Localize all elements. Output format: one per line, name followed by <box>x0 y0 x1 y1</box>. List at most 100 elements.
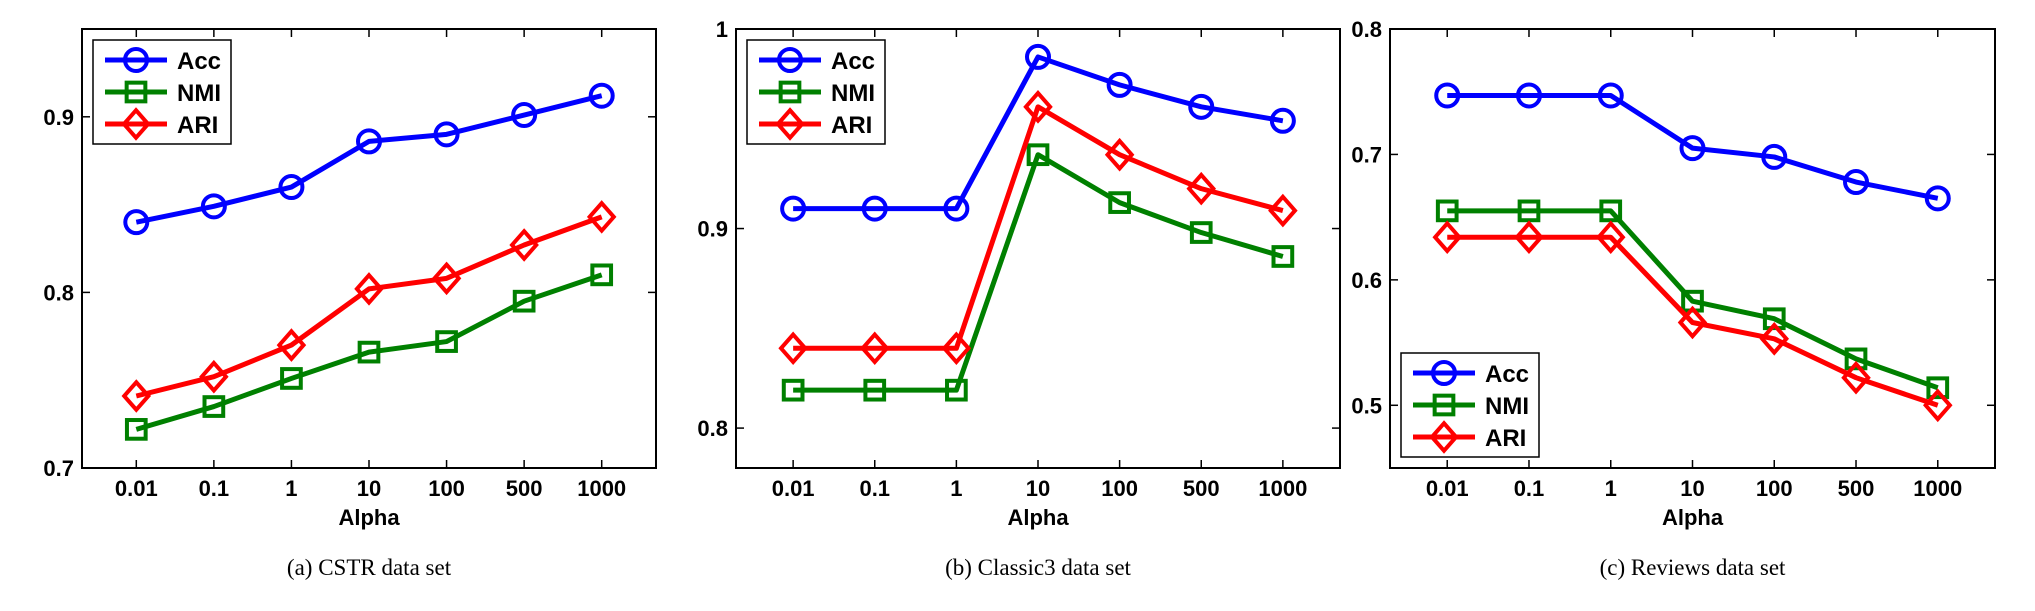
circle-marker <box>777 47 803 73</box>
series-line <box>135 272 603 432</box>
circle-marker <box>200 193 227 220</box>
legend-label: NMI <box>177 80 221 107</box>
series-acc <box>123 82 615 236</box>
chart-panel-3: 0.01 0.1 1 10 100 500 1000 0.5 0.6 0.7 0.8 Alpha (c)… <box>1351 17 1996 580</box>
caption: (c) Reviews data set <box>1600 555 1786 580</box>
legend: Acc NMI ARI <box>746 39 886 145</box>
square-marker <box>590 263 614 287</box>
y-tick-label: 0.7 <box>1351 142 1382 167</box>
chart-panel-2: 0.01 0.1 1 10 100 500 1000 0.8 0.9 1 Alpha (b) Clas… <box>697 17 1341 580</box>
x-tick-label: 0.01 <box>1426 476 1469 501</box>
x-tick-label: 1 <box>950 476 962 501</box>
series-line <box>1447 234 1939 408</box>
square-marker <box>1599 199 1623 223</box>
diamond-marker <box>1186 171 1217 206</box>
series-line <box>135 214 603 399</box>
x-axis-label: Alpha <box>338 505 400 530</box>
legend-label: Acc <box>831 48 875 75</box>
square-marker <box>1271 245 1295 268</box>
x-tick-label: 100 <box>1756 476 1793 501</box>
diamond-marker <box>121 379 152 413</box>
y-tick-label: 0.8 <box>1351 17 1382 42</box>
circle-marker <box>861 195 888 222</box>
x-tick-label: 500 <box>506 476 543 501</box>
diamond-marker <box>1432 220 1462 254</box>
diamond-marker <box>775 107 805 141</box>
circle-marker <box>356 128 382 155</box>
diamond-marker <box>1268 193 1298 228</box>
circle-marker <box>123 209 150 236</box>
circle-marker <box>1188 93 1215 120</box>
x-tick-label: 1000 <box>1913 476 1962 501</box>
circle-marker <box>1761 143 1788 170</box>
square-marker <box>1844 347 1868 371</box>
y-tick-label: 0.6 <box>1351 268 1382 293</box>
diamond-marker <box>1023 90 1053 124</box>
circle-marker <box>1924 185 1951 212</box>
series-acc <box>780 43 1296 222</box>
chart-panel-1: 0.01 0.1 1 10 100 500 1000 0.7 0.8 0.9 Alpha (a) CS… <box>43 28 657 580</box>
x-tick-label: 1000 <box>577 476 626 501</box>
x-tick-label: 0.1 <box>199 476 230 501</box>
circle-marker <box>1434 82 1461 109</box>
x-tick-label: 500 <box>1183 476 1220 501</box>
legend-label: NMI <box>1485 393 1529 420</box>
square-marker <box>1435 199 1459 223</box>
circle-marker <box>943 195 970 222</box>
diamond-marker <box>1759 322 1790 356</box>
x-tick-label: 10 <box>357 476 381 501</box>
square-marker <box>1432 393 1456 417</box>
y-tick-label: 0.5 <box>1351 393 1382 418</box>
x-tick-label: 1 <box>1605 476 1617 501</box>
legend-label: NMI <box>831 80 875 107</box>
diamond-marker <box>1595 220 1626 254</box>
diamond-marker <box>1514 220 1544 254</box>
square-marker <box>280 367 303 390</box>
legend: Acc NMI ARI <box>1400 352 1540 458</box>
caption: (b) Classic3 data set <box>945 555 1131 580</box>
square-marker <box>357 340 381 364</box>
x-tick-label: 1 <box>285 476 297 501</box>
series-acc <box>1434 82 1951 212</box>
diamond-marker <box>1677 305 1708 340</box>
diamond-marker <box>1841 360 1871 395</box>
diamond-marker <box>1104 137 1135 172</box>
circle-marker <box>1431 360 1457 386</box>
square-marker <box>1926 376 1950 400</box>
x-tick-label: 100 <box>1101 476 1138 501</box>
circle-marker <box>588 82 615 109</box>
y-tick-label: 0.7 <box>43 456 74 481</box>
square-marker <box>435 330 458 353</box>
circle-marker <box>1679 135 1706 162</box>
series-line <box>793 104 1284 351</box>
circle-marker <box>1597 82 1624 109</box>
square-marker <box>1026 143 1050 167</box>
circle-marker <box>433 121 460 148</box>
legend-label: ARI <box>831 112 872 139</box>
diamond-marker <box>941 331 972 366</box>
x-tick-label: 1000 <box>1258 476 1307 501</box>
legend-label: ARI <box>1485 425 1526 452</box>
diamond-marker <box>121 107 151 141</box>
series-ari <box>121 200 617 413</box>
square-marker <box>1108 191 1131 214</box>
diamond-marker <box>1923 388 1953 423</box>
diamond-marker <box>509 228 539 262</box>
series-ari <box>1432 220 1953 423</box>
diamond-marker <box>859 331 890 366</box>
caption: (a) CSTR data set <box>287 555 452 580</box>
circle-marker <box>1106 71 1133 98</box>
square-marker <box>945 378 968 402</box>
diamond-marker <box>778 331 808 366</box>
diamond-marker <box>586 200 617 234</box>
diamond-marker <box>276 328 307 362</box>
circle-marker <box>123 47 149 73</box>
square-marker <box>124 418 148 441</box>
circle-marker <box>1843 169 1870 196</box>
square-marker <box>512 289 536 313</box>
square-marker <box>1762 307 1786 331</box>
diamond-marker <box>1429 420 1459 454</box>
x-tick-label: 10 <box>1026 476 1050 501</box>
y-tick-label: 1 <box>716 17 728 42</box>
